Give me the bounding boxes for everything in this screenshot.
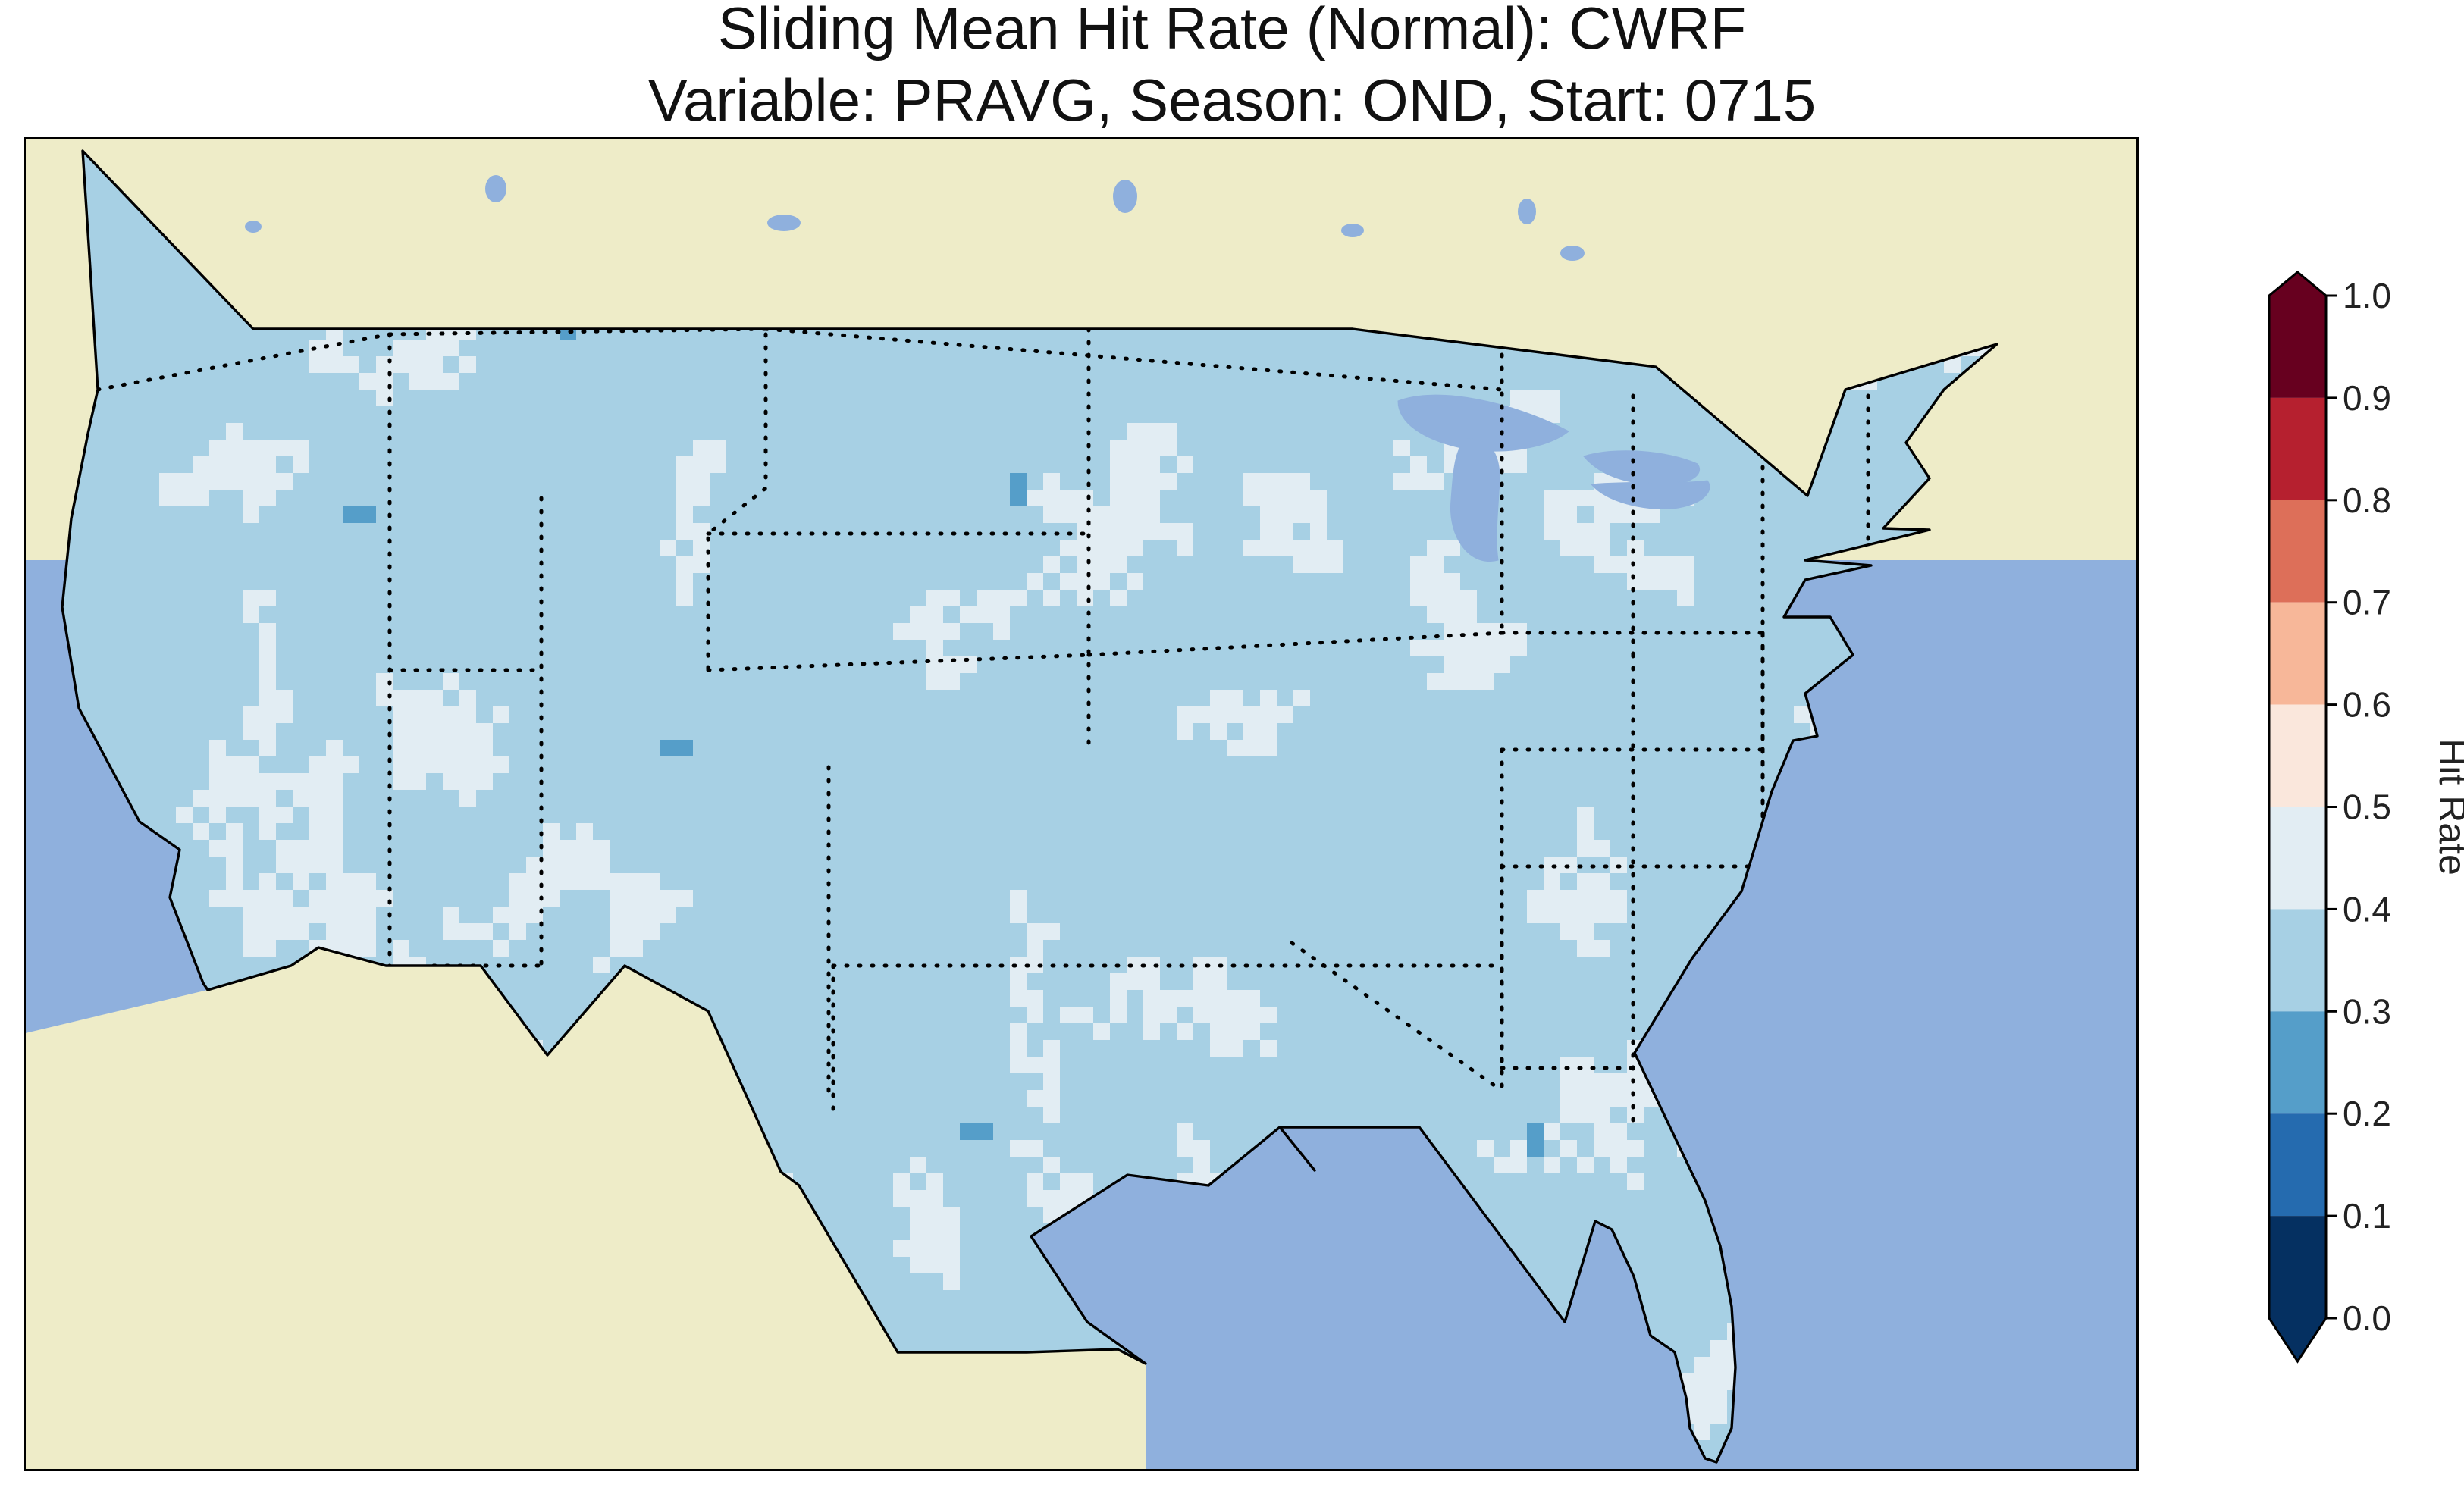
- svg-text:0.6: 0.6: [2343, 685, 2391, 725]
- svg-text:0.9: 0.9: [2343, 378, 2391, 418]
- svg-text:0.4: 0.4: [2343, 889, 2391, 929]
- svg-text:0.3: 0.3: [2343, 991, 2391, 1031]
- svg-text:Hit Rate: Hit Rate: [2431, 738, 2464, 875]
- svg-text:0.0: 0.0: [2343, 1298, 2391, 1338]
- svg-text:0.5: 0.5: [2343, 788, 2391, 827]
- svg-text:1.0: 1.0: [2343, 276, 2391, 315]
- svg-text:0.2: 0.2: [2343, 1094, 2391, 1133]
- svg-text:0.7: 0.7: [2343, 583, 2391, 622]
- svg-text:0.1: 0.1: [2343, 1196, 2391, 1236]
- svg-text:0.8: 0.8: [2343, 481, 2391, 520]
